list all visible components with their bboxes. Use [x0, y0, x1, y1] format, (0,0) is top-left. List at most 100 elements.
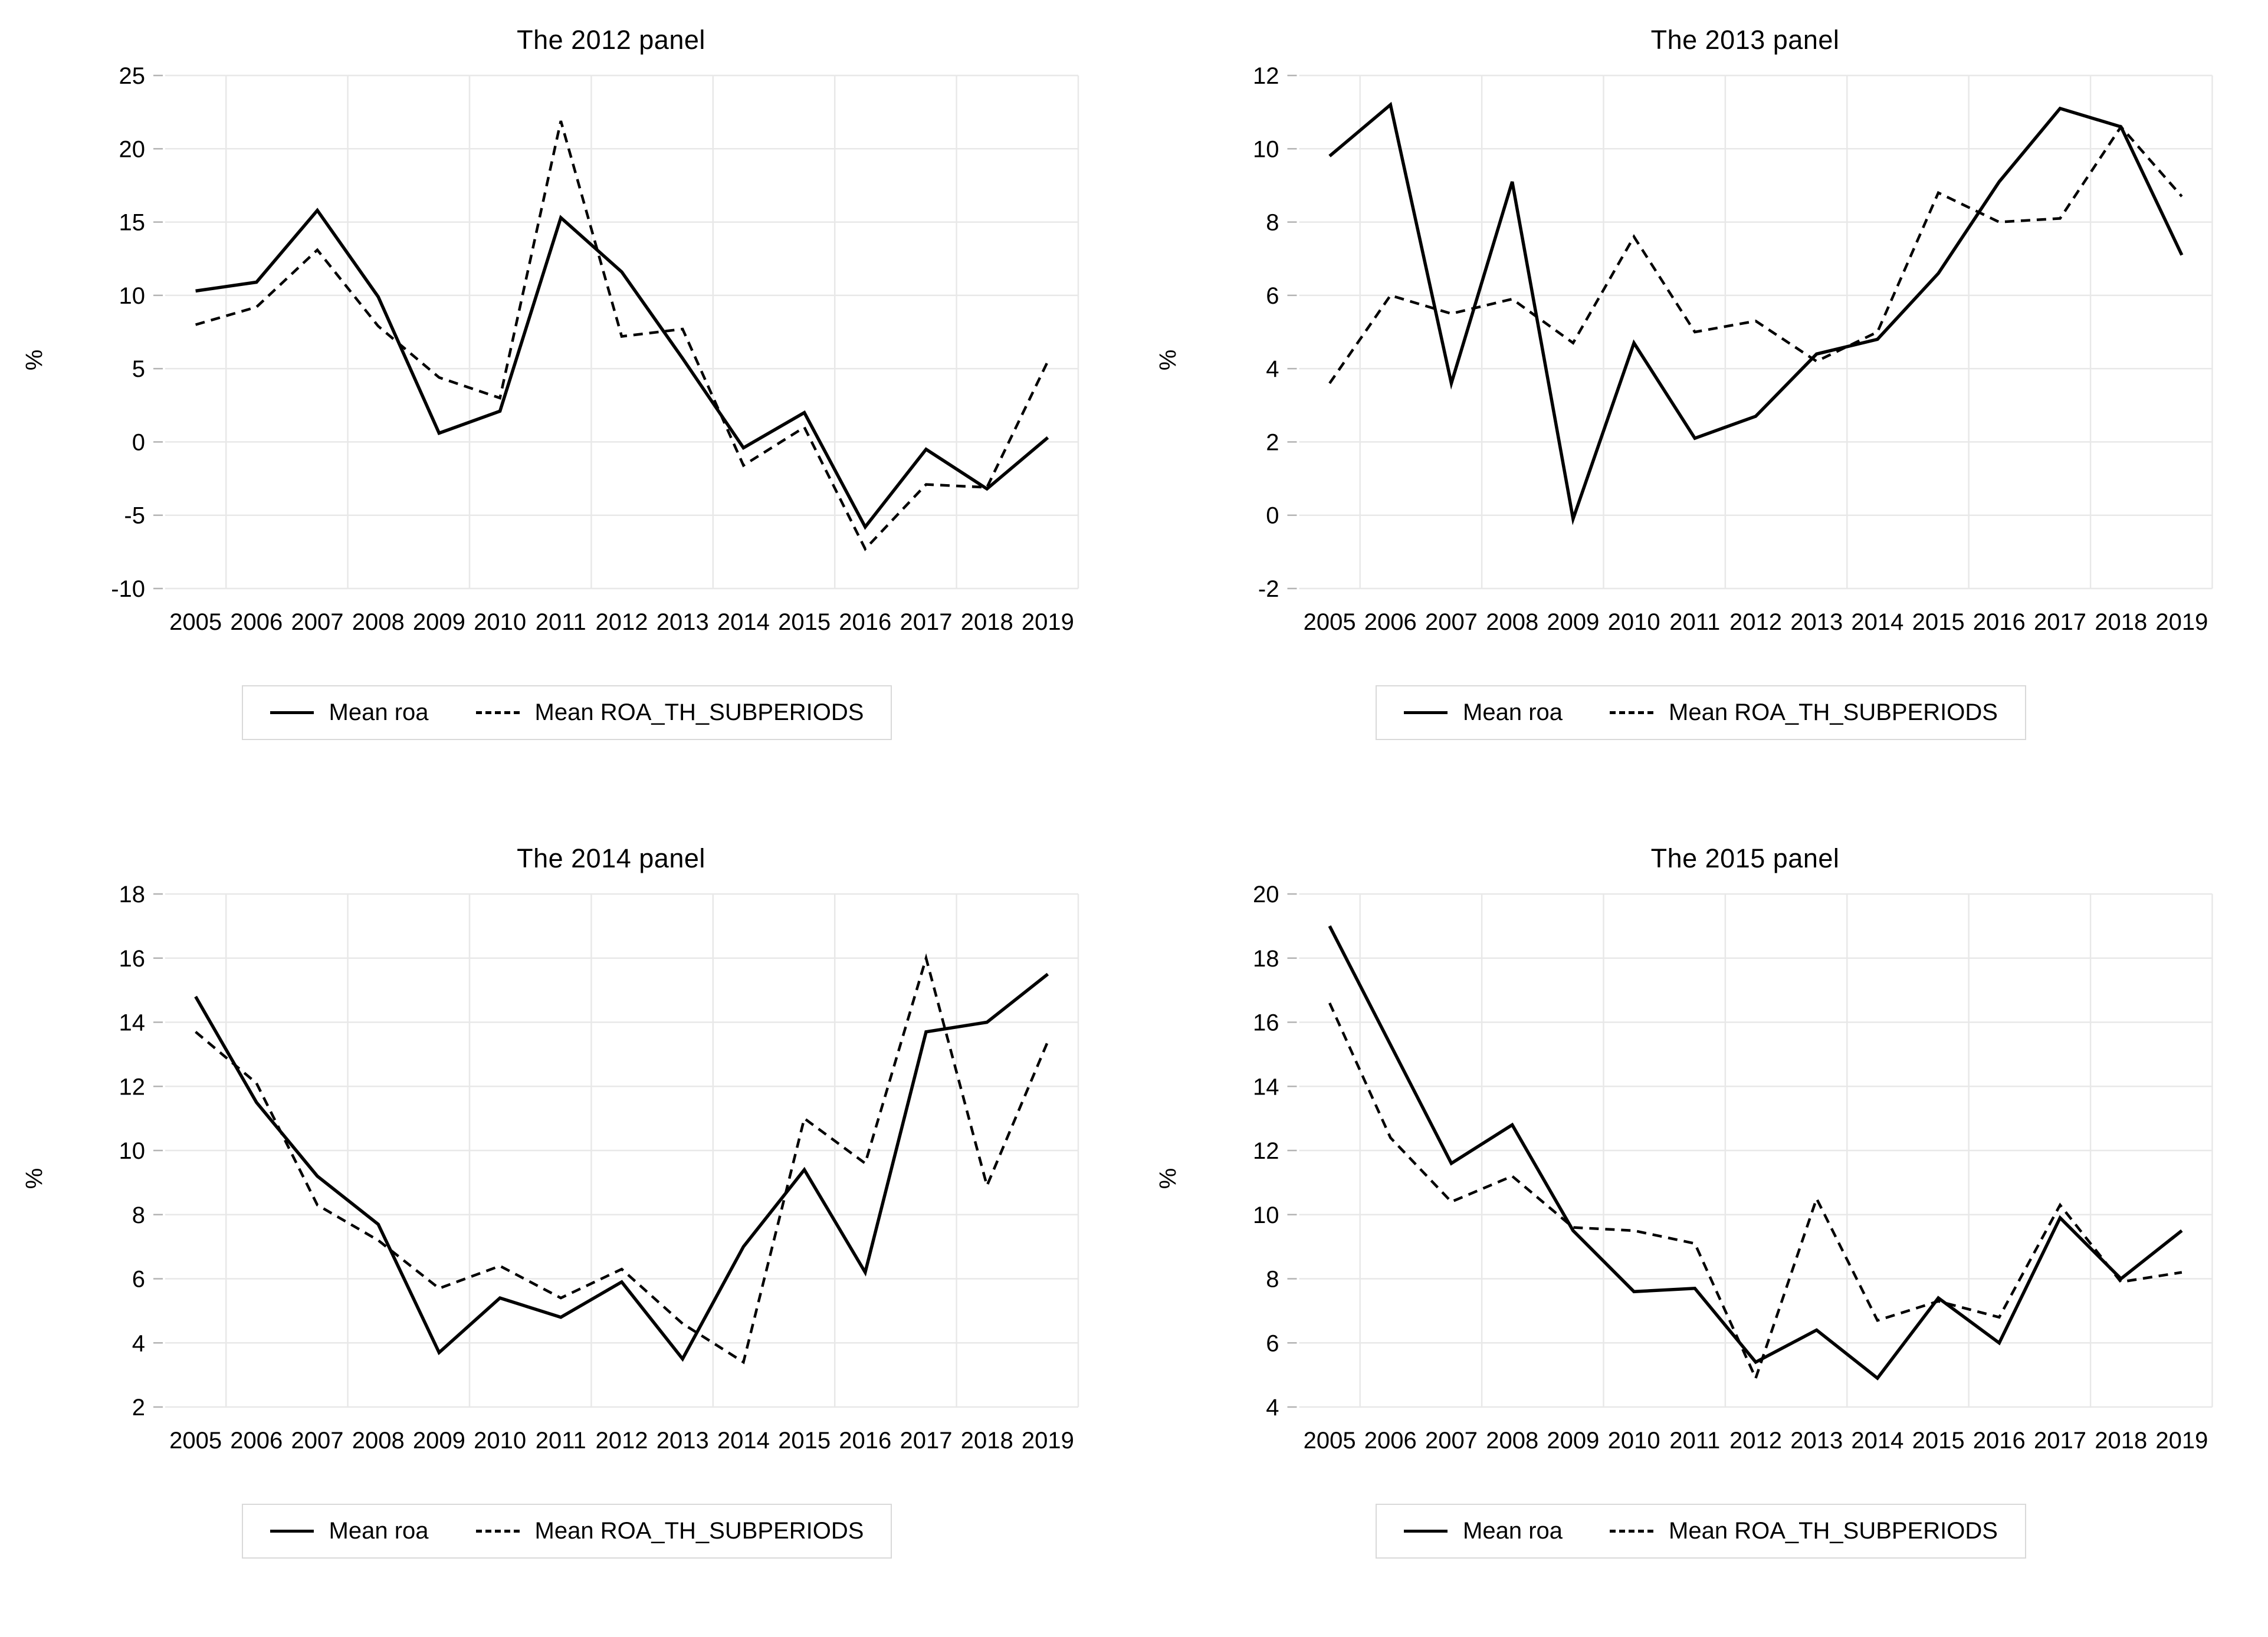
y-axis-label: % [21, 1168, 48, 1189]
y-tick-label: 2 [1266, 429, 1279, 455]
x-tick-label: 2012 [596, 609, 648, 635]
y-tick-label: 12 [1253, 1138, 1279, 1164]
y-tick-label: -5 [124, 503, 145, 529]
x-tick-label: 2013 [1790, 609, 1843, 635]
x-tick-label: 2013 [657, 1428, 709, 1454]
solid-line-swatch [1404, 711, 1448, 714]
y-tick-label: 18 [119, 882, 146, 908]
x-tick-label: 2019 [1022, 609, 1074, 635]
panel-2012: The 2012 panel % -10 -5 0 5 10 15 20 25 2005 2006… [0, 0, 1134, 818]
solid-line-swatch [270, 711, 314, 714]
x-tick-label: 2006 [1364, 609, 1417, 635]
series-line-dashed [1328, 1002, 2182, 1382]
y-tick-label: 12 [119, 1074, 146, 1100]
x-tick-label: 2012 [1729, 1428, 1782, 1454]
y-tick-label: 8 [132, 1202, 145, 1228]
x-tick-label: 2016 [1973, 1428, 2026, 1454]
x-tick-label: 2007 [1425, 1428, 1478, 1454]
panel-2014: The 2014 panel % 2 4 6 8 10 12 14 16 18 2005 2006 2… [0, 818, 1134, 1637]
x-tick-label: 2016 [1973, 609, 2026, 635]
x-tick-label: 2008 [1486, 609, 1538, 635]
x-tick-label: 2006 [230, 1428, 283, 1454]
legend-label-mean-roa-th-subperiods: Mean ROA_TH_SUBPERIODS [1669, 699, 1998, 725]
dashed-line-swatch [475, 711, 520, 714]
x-tick-label: 2009 [1547, 609, 1599, 635]
series-line-solid [194, 972, 1049, 1362]
line-chart-2014: 2 4 6 8 10 12 14 16 18 2005 2006 2007 2008 2009 2010 20… [119, 882, 1079, 1454]
legend-label-mean-roa-th-subperiods: Mean ROA_TH_SUBPERIODS [534, 1518, 864, 1544]
y-tick-label: -10 [111, 576, 145, 602]
y-tick-label: 10 [119, 1138, 146, 1164]
chart-title-2012: The 2012 panel [517, 25, 705, 55]
y-tick-label: 6 [1266, 1330, 1279, 1356]
line-chart-2012: -10 -5 0 5 10 15 20 25 2005 2006 2007 2008 2009 2010 2… [111, 63, 1079, 635]
x-tick-label: 2011 [1669, 609, 1720, 635]
x-tick-label: 2017 [900, 1428, 953, 1454]
legend-2014: Mean roa Mean ROA_TH_SUBPERIODS [241, 1504, 892, 1559]
legend-label-mean-roa: Mean roa [329, 1518, 429, 1544]
x-tick-label: 2019 [2155, 609, 2208, 635]
dashed-line-swatch [1610, 1530, 1654, 1533]
x-tick-label: 2015 [1912, 1428, 1965, 1454]
x-tick-label: 2006 [230, 609, 283, 635]
series-line-dashed [195, 953, 1049, 1365]
x-tick-label: 2018 [961, 1428, 1013, 1454]
x-tick-label: 2005 [169, 1428, 222, 1454]
x-tick-label: 2009 [413, 609, 465, 635]
x-tick-label: 2010 [1608, 1428, 1660, 1454]
legend-2013: Mean roa Mean ROA_TH_SUBPERIODS [1376, 685, 2026, 740]
y-axis-label: % [1155, 349, 1181, 370]
x-tick-label: 2014 [1851, 1428, 1903, 1454]
x-tick-label: 2014 [1851, 609, 1903, 635]
x-tick-label: 2010 [474, 1428, 526, 1454]
chart-row: % 2 4 6 8 10 12 14 16 18 2005 2006 2007 2008 2009 2010… [18, 877, 1116, 1479]
x-tick-label: 2016 [839, 609, 891, 635]
y-tick-label: 6 [132, 1267, 145, 1293]
y-tick-label: 0 [1266, 503, 1279, 529]
x-tick-label: 2014 [717, 609, 770, 635]
x-tick-label: 2010 [474, 609, 526, 635]
x-tick-label: 2017 [2034, 609, 2086, 635]
y-tick-label: 4 [1266, 1395, 1279, 1421]
series-line-dashed [1328, 124, 2183, 384]
y-tick-label: 10 [1253, 136, 1279, 162]
y-tick-label: 15 [119, 210, 146, 236]
x-tick-label: 2011 [536, 1428, 586, 1454]
x-tick-label: 2005 [169, 609, 222, 635]
x-tick-label: 2009 [1547, 1428, 1599, 1454]
panel-2015: The 2015 panel % 4 6 8 10 12 14 16 18 20 2005 2006… [1134, 818, 2268, 1637]
x-tick-label: 2015 [778, 609, 831, 635]
legend-label-mean-roa: Mean roa [329, 699, 429, 725]
y-tick-label: -2 [1258, 576, 1279, 602]
x-tick-label: 2008 [352, 609, 405, 635]
y-tick-label: 10 [119, 283, 146, 309]
series-line-solid [1328, 101, 2184, 525]
chart-title-2014: The 2014 panel [517, 843, 705, 873]
y-axis-label: % [21, 349, 48, 370]
y-axis-label: % [1155, 1168, 1181, 1189]
x-tick-label: 2007 [1425, 609, 1478, 635]
x-tick-label: 2011 [536, 609, 586, 635]
dashed-line-swatch [475, 1530, 520, 1533]
y-tick-label: 8 [1266, 1267, 1279, 1293]
x-tick-label: 2013 [657, 609, 709, 635]
x-tick-label: 2007 [291, 1428, 344, 1454]
x-tick-label: 2008 [352, 1428, 405, 1454]
x-tick-label: 2012 [1729, 609, 1782, 635]
solid-line-swatch [1404, 1530, 1448, 1533]
line-chart-2013: -2 0 2 4 6 8 10 12 2005 2006 2007 2008 2009 2010 2011 2… [1253, 63, 2213, 635]
y-tick-label: 20 [1253, 882, 1279, 908]
x-tick-label: 2019 [1022, 1428, 1074, 1454]
y-tick-label: 8 [1266, 210, 1279, 236]
legend-label-mean-roa: Mean roa [1463, 699, 1563, 725]
line-chart-2015: 4 6 8 10 12 14 16 18 20 2005 2006 2007 2008 2009 2010 2… [1253, 882, 2213, 1454]
y-tick-label: 14 [1253, 1074, 1279, 1100]
x-tick-label: 2018 [2095, 609, 2147, 635]
legend-label-mean-roa: Mean roa [1463, 1518, 1563, 1544]
chart-row: % -10 -5 0 5 10 15 20 25 2005 2006 2007 2008 2009 201… [18, 59, 1116, 660]
y-tick-label: 18 [1253, 946, 1279, 972]
y-tick-label: 14 [119, 1010, 146, 1036]
y-tick-label: 10 [1253, 1202, 1279, 1228]
legend-2015: Mean roa Mean ROA_TH_SUBPERIODS [1376, 1504, 2026, 1559]
